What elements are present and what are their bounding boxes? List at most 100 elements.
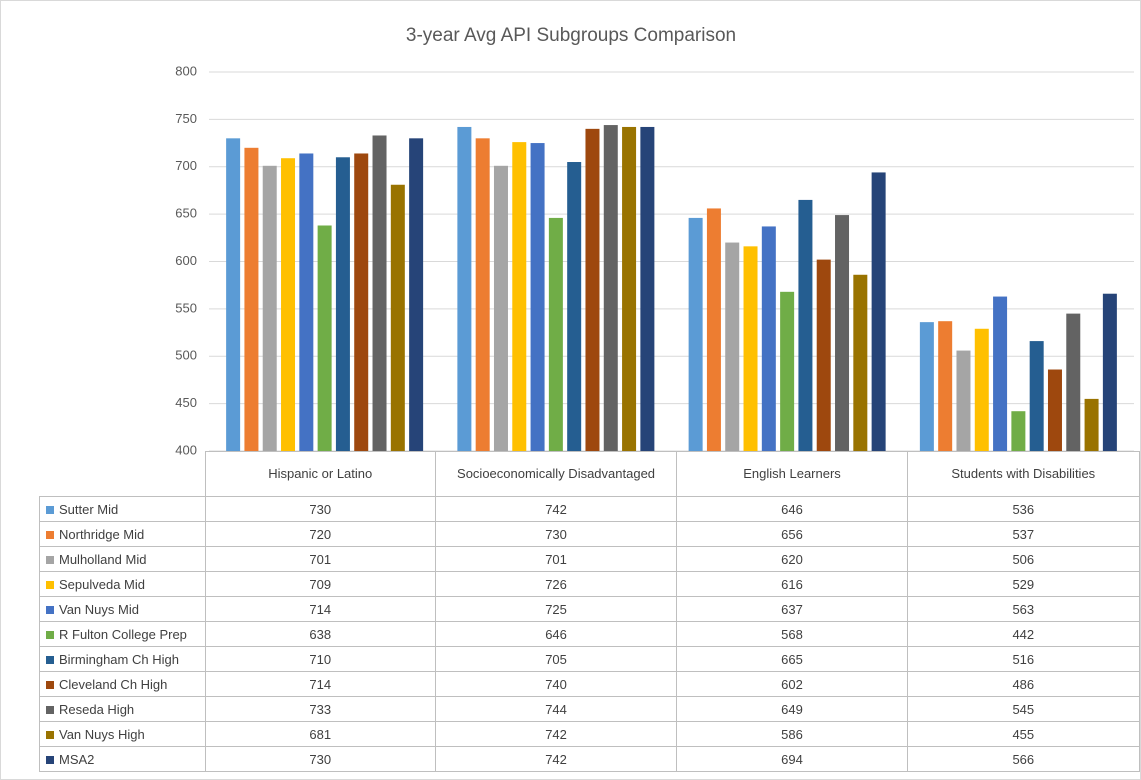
table-value: 681: [204, 721, 436, 747]
category-label: Students with Disabilities: [906, 451, 1141, 497]
bar: [1047, 369, 1062, 451]
series-name: Sepulveda Mid: [59, 576, 145, 592]
bar: [457, 126, 472, 451]
bar: [688, 217, 703, 451]
bar: [603, 125, 618, 451]
legend-entry: Cleveland Ch High: [39, 671, 206, 697]
legend-swatch: [46, 605, 54, 614]
table-value: 616: [676, 571, 908, 597]
table-value: 649: [676, 696, 908, 722]
bar: [335, 157, 350, 451]
table-value: 545: [906, 696, 1141, 722]
legend-swatch: [46, 680, 54, 689]
table-value: 725: [434, 596, 678, 622]
table-value: 744: [434, 696, 678, 722]
series-name: Northridge Mid: [59, 526, 145, 542]
table-value: 701: [434, 546, 678, 572]
series-name: Cleveland Ch High: [59, 676, 168, 692]
legend-entry: Sutter Mid: [39, 496, 206, 522]
y-tick-label: 600: [175, 253, 197, 268]
table-value: 536: [906, 496, 1141, 522]
bar: [1011, 411, 1026, 451]
bar: [585, 128, 600, 451]
legend-swatch: [46, 505, 54, 514]
table-value: 701: [204, 546, 436, 572]
bar: [548, 217, 563, 451]
bar: [317, 225, 332, 451]
table-value: 506: [906, 546, 1141, 572]
table-value: 537: [906, 521, 1141, 547]
table-value: 602: [676, 671, 908, 697]
y-tick-label: 700: [175, 158, 197, 173]
legend-entry: Van Nuys High: [39, 721, 206, 747]
bar: [281, 158, 296, 451]
series-name: Sutter Mid: [59, 501, 119, 517]
series-name: Mulholland Mid: [59, 551, 147, 567]
bar: [993, 296, 1008, 451]
table-value: 638: [204, 621, 436, 647]
bar: [853, 274, 868, 451]
bar: [761, 226, 776, 451]
y-tick-label: 550: [175, 300, 197, 315]
chart-title: 3-year Avg API Subgroups Comparison: [406, 25, 736, 46]
series-name: MSA2: [59, 751, 95, 767]
table-value: 714: [204, 596, 436, 622]
table-value: 733: [204, 696, 436, 722]
bar: [1066, 313, 1081, 451]
category-label: English Learners: [676, 451, 908, 497]
bar: [706, 208, 721, 451]
table-value: 710: [204, 646, 436, 672]
bar: [262, 165, 277, 452]
table-value: 694: [676, 746, 908, 772]
legend-swatch: [46, 555, 54, 564]
y-tick-label: 500: [175, 348, 197, 363]
table-value: 529: [906, 571, 1141, 597]
table-value: 455: [906, 721, 1141, 747]
table-row: Mulholland Mid 701 701 620 506: [39, 546, 1141, 572]
table-row: Reseda High 733 744 649 545: [39, 696, 1141, 722]
table-value: 730: [434, 521, 678, 547]
series-name: Van Nuys Mid: [59, 601, 139, 617]
table-value: 486: [906, 671, 1141, 697]
table-value: 742: [434, 746, 678, 772]
table-row: R Fulton College Prep 638 646 568 442: [39, 621, 1141, 647]
table-value: 705: [434, 646, 678, 672]
bar: [1084, 398, 1099, 451]
bar: [743, 246, 758, 451]
table-value: 742: [434, 721, 678, 747]
bar: [919, 322, 934, 451]
series-name: Reseda High: [59, 701, 135, 717]
table-row: Van Nuys High 681 742 586 455: [39, 721, 1141, 747]
legend-entry: Van Nuys Mid: [39, 596, 206, 622]
bar: [244, 147, 259, 452]
table-row: Birmingham Ch High 710 705 665 516: [39, 646, 1141, 672]
category-label: Hispanic or Latino: [204, 451, 436, 497]
table-header: Hispanic or Latino Socioeconomically Disa…: [39, 451, 1141, 497]
y-tick-label: 750: [175, 111, 197, 126]
bar: [640, 126, 655, 451]
bar: [512, 142, 527, 452]
y-tick-label: 450: [175, 395, 197, 410]
legend-swatch: [46, 580, 54, 589]
table-value: 740: [434, 671, 678, 697]
table-value: 730: [204, 496, 436, 522]
table-value: 586: [676, 721, 908, 747]
bar: [409, 138, 424, 451]
legend-swatch: [46, 755, 54, 764]
table-value: 563: [906, 596, 1141, 622]
bar: [493, 165, 508, 452]
series-name: Birmingham Ch High: [59, 651, 179, 667]
table-value: 637: [676, 596, 908, 622]
bar: [530, 143, 545, 451]
legend-entry: Mulholland Mid: [39, 546, 206, 572]
bar: [956, 350, 971, 451]
table-value: 730: [204, 746, 436, 772]
table-value: 742: [434, 496, 678, 522]
y-tick-label: 800: [175, 63, 197, 78]
table-value: 516: [906, 646, 1141, 672]
table-value: 665: [676, 646, 908, 672]
legend-swatch: [46, 730, 54, 739]
table-row: Sepulveda Mid 709 726 616 529: [39, 571, 1141, 597]
category-label: Socioeconomically Disadvantaged: [434, 451, 678, 497]
